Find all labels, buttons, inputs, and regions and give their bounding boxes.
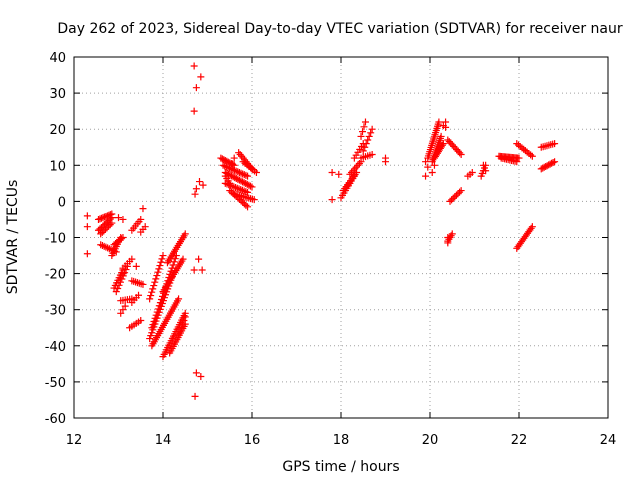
y-axis-label: SDTVAR / TECUs xyxy=(5,180,21,295)
x-tick-label: 24 xyxy=(600,433,617,448)
chart-title: Day 262 of 2023, Sidereal Day-to-day VTE… xyxy=(57,21,623,37)
x-tick-label: 16 xyxy=(244,433,261,448)
y-tick-label: 30 xyxy=(49,87,66,102)
x-tick-label: 20 xyxy=(422,433,439,448)
x-tick-label: 12 xyxy=(66,433,83,448)
y-tick-label: -50 xyxy=(45,376,66,391)
y-tick-label: -40 xyxy=(45,340,66,355)
x-tick-label: 18 xyxy=(333,433,350,448)
x-tick-label: 14 xyxy=(155,433,172,448)
y-tick-label: -30 xyxy=(45,304,66,319)
y-tick-label: 10 xyxy=(49,159,66,174)
x-axis-label: GPS time / hours xyxy=(282,459,399,475)
chart-background xyxy=(0,0,640,480)
x-tick-label: 22 xyxy=(511,433,528,448)
sdtvar-chart: Day 262 of 2023, Sidereal Day-to-day VTE… xyxy=(0,0,640,480)
y-tick-label: -20 xyxy=(45,268,66,283)
y-tick-label: 20 xyxy=(49,123,66,138)
y-tick-label: -60 xyxy=(45,412,66,427)
y-tick-label: 40 xyxy=(49,51,66,66)
y-tick-label: 0 xyxy=(58,195,66,210)
y-tick-label: -10 xyxy=(45,232,66,247)
